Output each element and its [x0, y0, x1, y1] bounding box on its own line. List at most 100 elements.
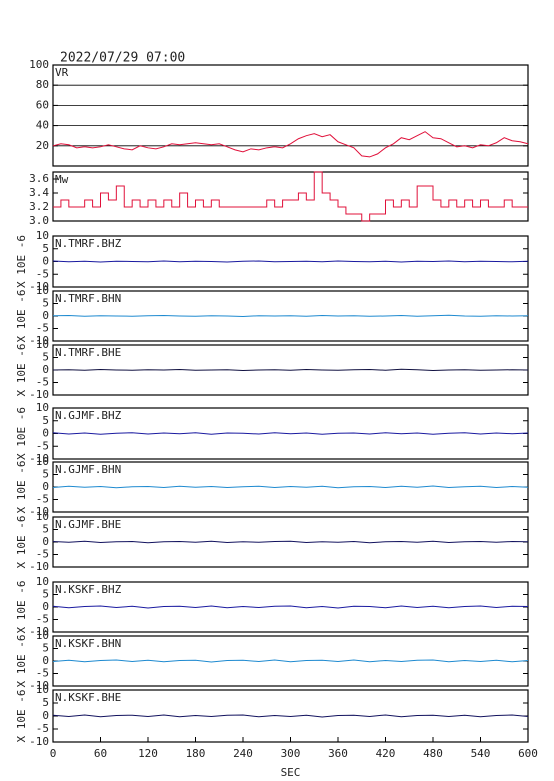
y-axis-title: X 10E -6	[15, 635, 28, 688]
y-tick-label: -5	[36, 376, 49, 389]
chart-title: 2022/07/29 07:00	[60, 51, 185, 66]
y-tick-label: -10	[29, 679, 49, 692]
y-tick-label: 5	[42, 468, 49, 481]
y-tick-label: -5	[36, 667, 49, 680]
y-tick-label: 20	[36, 139, 49, 152]
y-tick-label: -5	[36, 722, 49, 735]
panel-label: N.GJMF.BHN	[55, 463, 121, 476]
data-line	[52, 714, 529, 718]
y-tick-label: -10	[29, 560, 49, 573]
y-tick-label: -10	[29, 735, 49, 748]
data-line	[52, 131, 529, 158]
panel-label: N.GJMF.BHZ	[55, 409, 122, 422]
panel-label: N.KSKF.BHN	[55, 637, 121, 650]
y-tick-label: 0	[42, 427, 49, 440]
y-tick-label: 5	[42, 414, 49, 427]
y-tick-label: 5	[42, 242, 49, 255]
y-tick-label: 100	[29, 58, 49, 71]
panel-label: N.TMRF.BHN	[55, 292, 121, 305]
y-tick-label: 40	[36, 119, 49, 132]
panel-label: N.TMRF.BHE	[55, 346, 121, 359]
x-tick-label: 360	[328, 747, 348, 760]
y-axis-title: X 10E -6	[15, 407, 28, 460]
x-tick-label: 540	[471, 747, 491, 760]
y-tick-label: 5	[42, 297, 49, 310]
y-tick-label: -10	[29, 452, 49, 465]
x-tick-label: 240	[233, 747, 253, 760]
y-axis-title: X 10E -6	[15, 690, 28, 743]
y-tick-label: 0	[42, 309, 49, 322]
panel-label: VR	[55, 66, 69, 79]
data-line	[52, 368, 529, 372]
y-tick-label: 10	[36, 401, 49, 414]
y-tick-label: -10	[29, 505, 49, 518]
panel-label: Mw	[55, 173, 69, 186]
y-tick-label: 3.4	[29, 186, 49, 199]
y-tick-label: 0	[42, 535, 49, 548]
y-tick-label: 10	[36, 629, 49, 642]
y-axis-title: X 10E -6	[15, 516, 28, 569]
y-tick-label: 0	[42, 363, 49, 376]
x-tick-label: 120	[138, 747, 158, 760]
x-tick-label: 60	[94, 747, 107, 760]
x-tick-label: 420	[376, 747, 396, 760]
data-line	[53, 171, 528, 222]
y-axis-title: X 10E -6	[15, 290, 28, 343]
y-tick-label: -10	[29, 334, 49, 347]
panel-label: N.KSKF.BHE	[55, 691, 121, 704]
x-tick-label: 600	[518, 747, 538, 760]
panel-frame	[52, 64, 529, 167]
data-line	[52, 659, 529, 663]
y-axis-title: X 10E -6	[15, 581, 28, 634]
y-tick-label: 80	[36, 78, 49, 91]
x-axis-title: SEC	[281, 766, 301, 779]
y-tick-label: -10	[29, 625, 49, 638]
data-line	[52, 485, 529, 489]
y-axis-title: X 10E -6	[15, 235, 28, 288]
y-tick-label: 5	[42, 351, 49, 364]
y-tick-label: 10	[36, 338, 49, 351]
y-tick-label: 5	[42, 523, 49, 536]
y-tick-label: -5	[36, 322, 49, 335]
y-tick-label: 0	[42, 255, 49, 268]
y-tick-label: -5	[36, 267, 49, 280]
y-tick-label: 5	[42, 696, 49, 709]
y-tick-label: 0	[42, 654, 49, 667]
data-line	[52, 432, 529, 435]
y-tick-label: 60	[36, 98, 49, 111]
y-tick-label: 0	[42, 600, 49, 613]
y-tick-label: -10	[29, 280, 49, 293]
data-line	[52, 260, 529, 263]
y-tick-label: 10	[36, 510, 49, 523]
y-tick-label: -5	[36, 493, 49, 506]
y-tick-label: 5	[42, 588, 49, 601]
data-line	[52, 605, 529, 609]
y-tick-label: 3.0	[29, 214, 49, 227]
x-tick-label: 300	[281, 747, 301, 760]
y-tick-label: 10	[36, 284, 49, 297]
y-tick-label: 0	[42, 709, 49, 722]
y-tick-label: 10	[36, 229, 49, 242]
panel-frame	[52, 171, 529, 222]
y-axis-title: X 10E -6	[15, 344, 28, 397]
x-tick-label: 480	[423, 747, 443, 760]
y-tick-label: 10	[36, 575, 49, 588]
y-tick-label: -5	[36, 613, 49, 626]
x-tick-label: 180	[186, 747, 206, 760]
y-tick-label: 5	[42, 642, 49, 655]
y-tick-label: -5	[36, 548, 49, 561]
y-tick-label: -10	[29, 388, 49, 401]
panel-label: N.TMRF.BHZ	[55, 237, 122, 250]
y-tick-label: -5	[36, 439, 49, 452]
y-axis-title: X 10E -6	[15, 461, 28, 514]
panel-label: N.KSKF.BHZ	[55, 583, 122, 596]
y-tick-label: 10	[36, 683, 49, 696]
x-tick-label: 0	[50, 747, 57, 760]
data-line	[52, 314, 529, 318]
y-tick-label: 10	[36, 455, 49, 468]
panel-label: N.GJMF.BHE	[55, 518, 121, 531]
data-line	[52, 540, 529, 544]
y-tick-label: 3.2	[29, 200, 49, 213]
y-tick-label: 0	[42, 480, 49, 493]
